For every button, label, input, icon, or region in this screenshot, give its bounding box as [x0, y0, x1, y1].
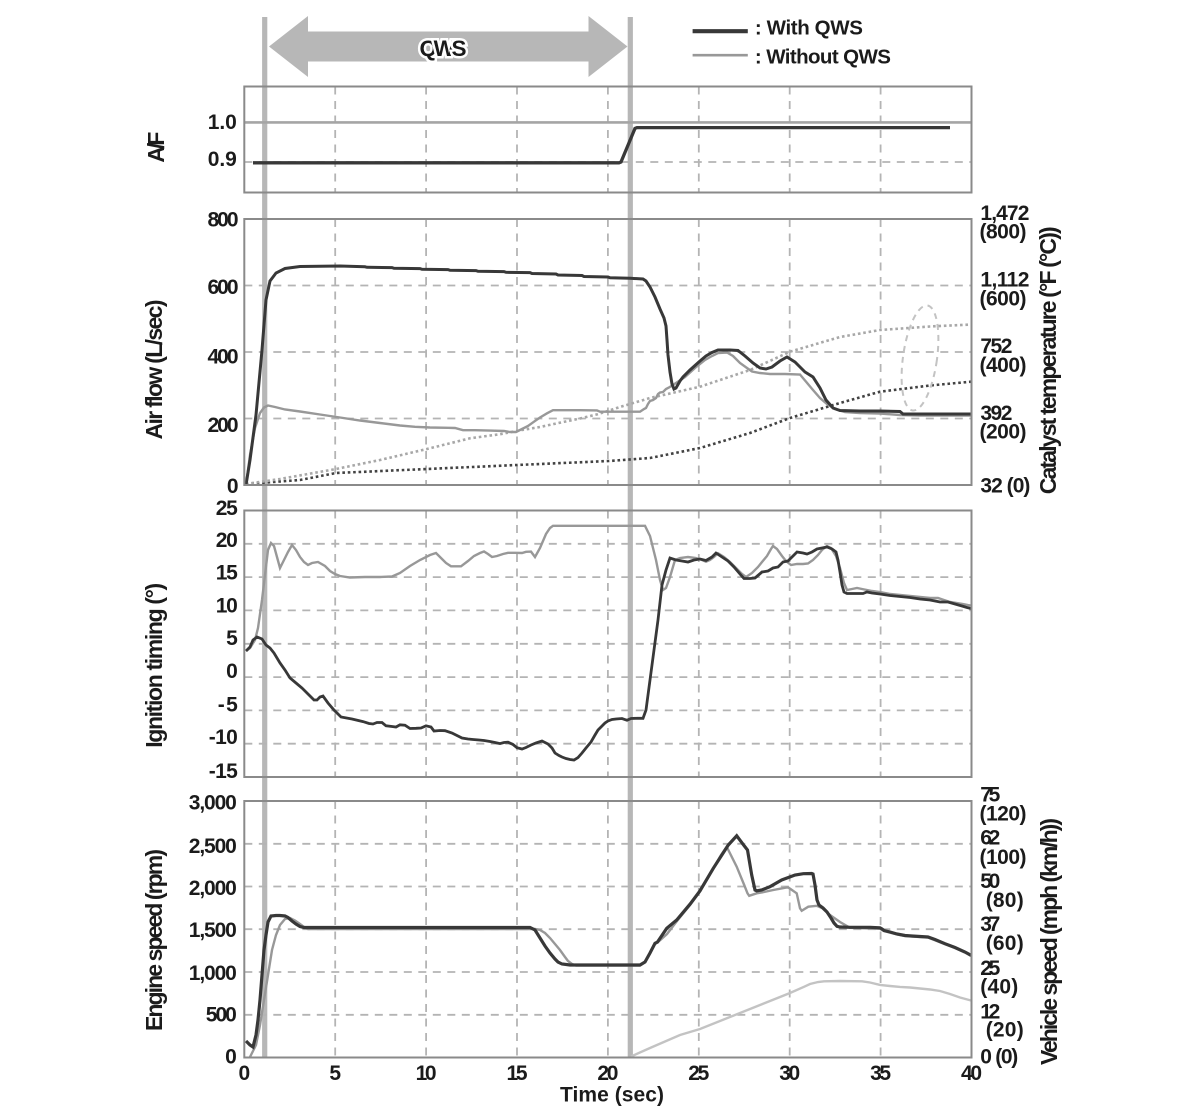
- svg-text:(600): (600): [980, 287, 1027, 310]
- svg-text:1,472: 1,472: [980, 202, 1029, 225]
- svg-text:500: 500: [206, 1004, 237, 1027]
- svg-text:10: 10: [416, 1062, 437, 1085]
- svg-text:400: 400: [208, 345, 239, 368]
- svg-text:Vehicle speed (mph (km/h)): Vehicle speed (mph (km/h)): [1036, 818, 1062, 1065]
- svg-text:32 (0): 32 (0): [980, 474, 1030, 497]
- svg-text:1,112: 1,112: [980, 269, 1029, 292]
- svg-text:40: 40: [961, 1062, 982, 1085]
- svg-text:: Without QWS: : Without QWS: [755, 45, 891, 68]
- svg-text:15: 15: [507, 1062, 528, 1085]
- svg-text:62: 62: [980, 827, 1000, 850]
- svg-text:Ignition timing (°): Ignition timing (°): [141, 583, 167, 748]
- svg-text:2,500: 2,500: [189, 835, 237, 858]
- svg-text:0: 0: [225, 1046, 237, 1069]
- svg-text:30: 30: [779, 1062, 800, 1085]
- svg-text:(120): (120): [980, 803, 1027, 826]
- svg-text:0.9: 0.9: [208, 148, 237, 171]
- svg-text:50: 50: [980, 870, 1000, 893]
- svg-text:200: 200: [208, 414, 239, 437]
- svg-text:600: 600: [208, 276, 239, 299]
- svg-text:-10: -10: [209, 726, 238, 749]
- svg-text:5: 5: [329, 1062, 341, 1085]
- svg-text:800: 800: [208, 209, 239, 232]
- svg-text:(200): (200): [980, 421, 1027, 444]
- svg-text:25: 25: [688, 1062, 709, 1085]
- svg-text:Air flow (L/sec): Air flow (L/sec): [141, 300, 167, 440]
- svg-text:20: 20: [216, 529, 238, 552]
- svg-text:5: 5: [226, 627, 238, 650]
- svg-text:(40): (40): [980, 975, 1018, 998]
- svg-text:3,000: 3,000: [189, 792, 237, 815]
- svg-text:2,000: 2,000: [189, 877, 237, 900]
- svg-text:A/F: A/F: [143, 132, 169, 163]
- svg-text:75: 75: [980, 784, 1000, 807]
- svg-text:-5: -5: [218, 693, 238, 716]
- svg-text:Time (sec): Time (sec): [560, 1084, 664, 1107]
- svg-text:(80): (80): [986, 889, 1024, 912]
- svg-text:QWS: QWS: [420, 36, 467, 61]
- svg-text:392: 392: [980, 402, 1012, 425]
- svg-text:1,500: 1,500: [189, 919, 237, 942]
- svg-text:25: 25: [980, 957, 1000, 980]
- svg-text:(60): (60): [986, 932, 1024, 955]
- svg-text:0: 0: [238, 1062, 250, 1085]
- svg-text:0: 0: [226, 660, 238, 683]
- svg-text:1,000: 1,000: [189, 962, 237, 985]
- svg-text:37: 37: [980, 913, 1000, 936]
- svg-text:Catalyst temperature (°F (°C)): Catalyst temperature (°F (°C)): [1035, 226, 1061, 494]
- svg-text:25: 25: [216, 497, 238, 520]
- svg-text:20: 20: [597, 1062, 618, 1085]
- svg-text:(400): (400): [980, 354, 1027, 377]
- svg-text:12: 12: [980, 1000, 1000, 1023]
- svg-text:(800): (800): [980, 221, 1027, 244]
- svg-text:15: 15: [216, 562, 238, 585]
- svg-text:35: 35: [870, 1062, 891, 1085]
- svg-text:10: 10: [216, 595, 238, 618]
- svg-text:0 (0): 0 (0): [980, 1046, 1018, 1069]
- svg-text:1.0: 1.0: [208, 111, 237, 134]
- svg-text:752: 752: [980, 335, 1012, 358]
- svg-text:(20): (20): [986, 1019, 1024, 1042]
- svg-text:0: 0: [227, 475, 239, 498]
- svg-text:-15: -15: [209, 760, 238, 783]
- svg-text:(100): (100): [980, 846, 1027, 869]
- svg-text:Engine speed (rpm): Engine speed (rpm): [141, 849, 167, 1031]
- svg-text:: With QWS: : With QWS: [755, 17, 863, 40]
